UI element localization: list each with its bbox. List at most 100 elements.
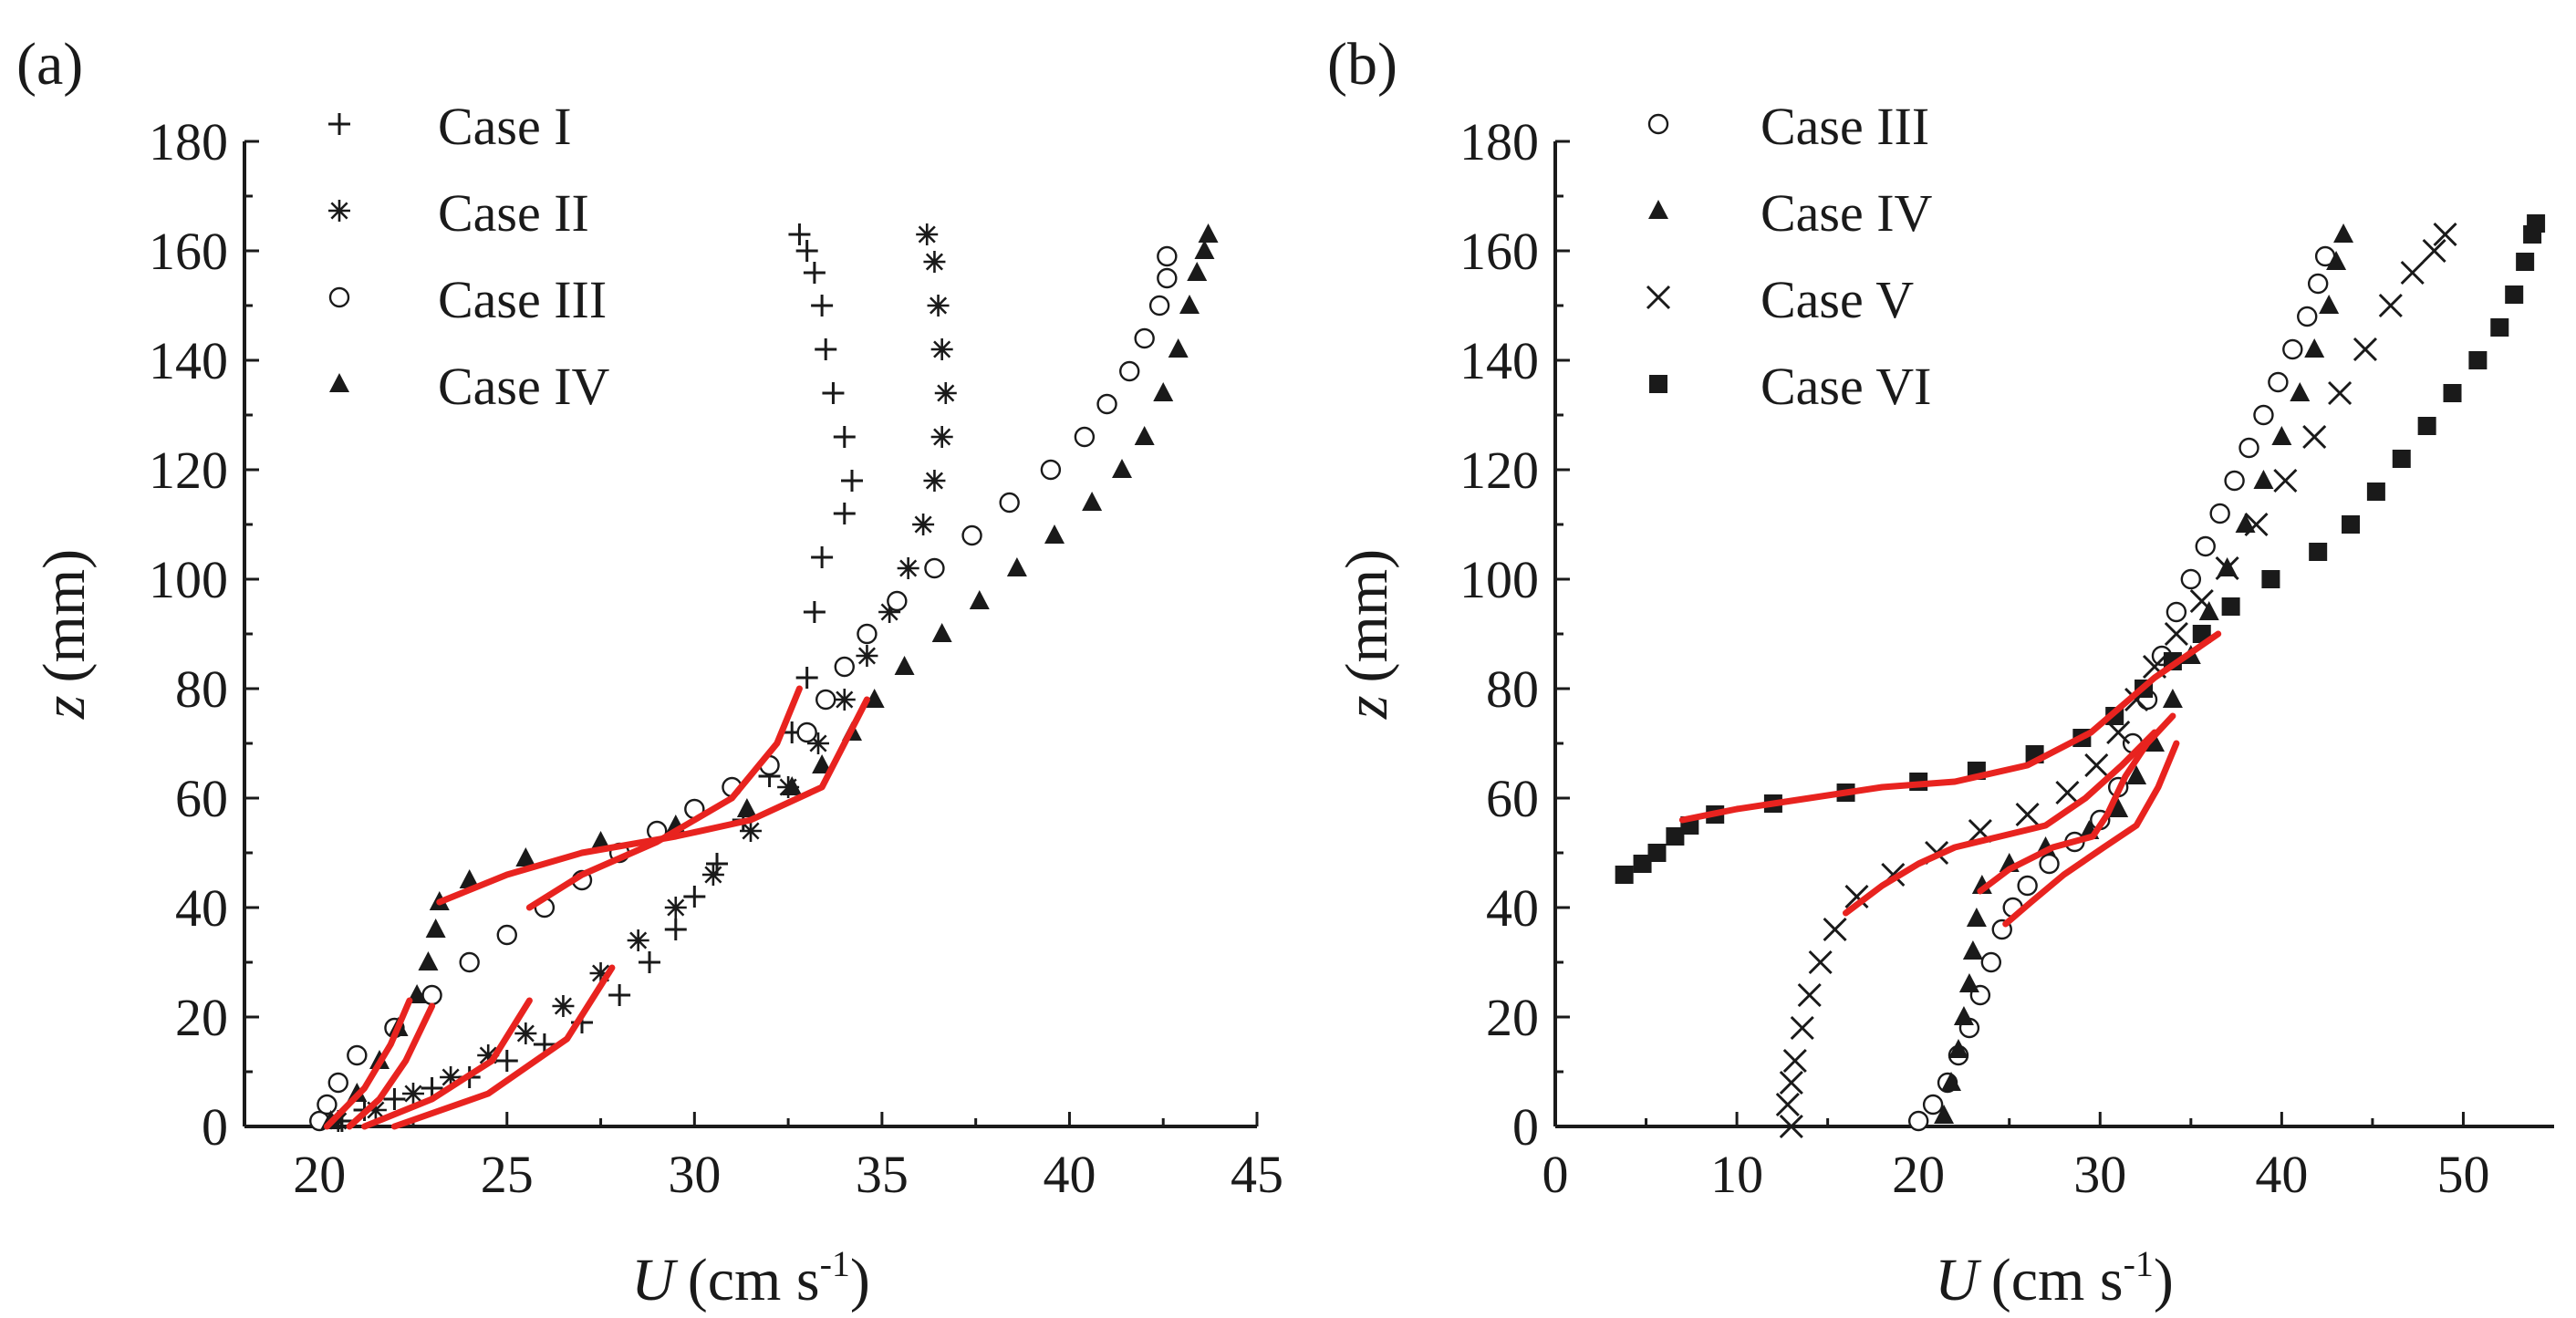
- panel-b: (b) 0 10 20 30 40 50020406080100120140160180 …: [1327, 31, 2554, 1313]
- data-point: [2282, 338, 2303, 360]
- data-point: [2224, 470, 2245, 492]
- data-point: [2253, 470, 2274, 489]
- data-point: [1148, 295, 1170, 317]
- panel-b-fit-lines: [1678, 630, 2222, 928]
- x-tick-label: 35: [856, 1145, 909, 1204]
- data-point: [2392, 450, 2411, 468]
- data-point: [811, 546, 834, 568]
- data-point: [1844, 884, 1869, 909]
- legend-item: Case I: [328, 97, 572, 156]
- y-tick-label: 140: [1459, 331, 1539, 390]
- panel-a: (a) 20 25 30 35 40 45 0 20 40 60 80 100 120 140 160 180…: [16, 31, 1283, 1313]
- data-point: [2261, 570, 2280, 588]
- data-point: [2271, 426, 2292, 445]
- data-point: [1194, 240, 1215, 259]
- data-point: [2328, 380, 2353, 406]
- data-point: [1797, 982, 1822, 1008]
- legend-item: Case IV: [1648, 183, 1933, 243]
- data-point: [590, 831, 611, 850]
- data-point: [1823, 917, 1847, 942]
- legend-label: Case VI: [1761, 357, 1931, 416]
- data-point: [2527, 214, 2546, 233]
- y-tick-label: 20: [175, 988, 228, 1047]
- fit-line: [1843, 729, 2158, 917]
- panel-b-ticks: 0 10 20 30 40 50 0 20 40 60 80 100 120 140 160 180: [1459, 112, 2489, 1204]
- y-tick-label: 100: [149, 550, 228, 609]
- data-point: [2164, 621, 2188, 647]
- data-point: [425, 918, 446, 938]
- data-point: [912, 514, 935, 535]
- data-point: [2221, 597, 2240, 616]
- data-point: [931, 623, 952, 642]
- data-point: [552, 995, 575, 1017]
- data-point: [2319, 295, 2340, 314]
- data-point: [515, 847, 536, 867]
- data-point: [923, 251, 946, 273]
- data-point: [924, 557, 945, 579]
- panel-a-legend: Case I Case II Case III Case IV: [328, 97, 610, 416]
- data-point: [1953, 1006, 1974, 1025]
- data-point: [496, 924, 517, 946]
- data-point: [477, 1044, 500, 1066]
- data-point: [740, 820, 762, 842]
- data-point: [897, 557, 919, 579]
- data-point: [327, 1110, 349, 1132]
- data-point: [2378, 293, 2403, 318]
- data-point: [1666, 827, 1685, 846]
- data-point: [2468, 351, 2488, 369]
- data-point: [999, 492, 1020, 514]
- data-point: [2307, 273, 2329, 295]
- data-point: [2326, 251, 2347, 270]
- legend-item: Case III: [1647, 97, 1929, 156]
- data-point: [795, 667, 818, 689]
- data-point: [2015, 802, 2040, 827]
- fit-line: [525, 685, 803, 911]
- legend-item: Case III: [328, 270, 607, 329]
- data-point: [2195, 535, 2216, 557]
- data-point: [1808, 950, 1833, 975]
- fit-line: [361, 997, 533, 1130]
- data-point: [1006, 557, 1027, 576]
- y-tick-label: 80: [175, 659, 228, 719]
- series-case-i: [330, 223, 863, 1132]
- data-point: [815, 338, 837, 360]
- data-point: [1044, 524, 1065, 544]
- data-point: [1922, 1094, 1944, 1116]
- data-point: [1074, 426, 1096, 448]
- legend-label: Case IV: [438, 357, 610, 416]
- data-point: [317, 1094, 338, 1116]
- legend-item: Case IV: [329, 357, 610, 416]
- fit-line: [323, 997, 413, 1130]
- data-point: [822, 382, 845, 404]
- data-point: [2516, 253, 2535, 271]
- data-point: [2108, 798, 2129, 817]
- data-point: [1948, 1039, 1968, 1058]
- data-point: [812, 754, 833, 773]
- data-point: [1040, 459, 1062, 481]
- data-point: [1096, 393, 1117, 415]
- data-point: [639, 951, 660, 973]
- data-point: [2235, 514, 2256, 533]
- legend-marker: [1649, 375, 1667, 393]
- x-tick-label: 40: [1043, 1145, 1096, 1204]
- data-point: [2353, 337, 2378, 362]
- data-point: [894, 656, 915, 675]
- legend-item: Case VI: [1649, 357, 1931, 416]
- legend-marker: [328, 200, 350, 222]
- y-tick-label: 40: [1486, 878, 1539, 938]
- data-point: [2400, 260, 2425, 285]
- data-point: [916, 223, 939, 245]
- data-point: [1134, 327, 1155, 349]
- data-point: [2039, 853, 2060, 875]
- data-point: [857, 623, 878, 645]
- x-tick-label: 40: [2255, 1145, 2308, 1204]
- data-point: [1198, 223, 1219, 243]
- data-point: [807, 732, 829, 754]
- data-point: [1134, 426, 1155, 445]
- x-tick-label: 50: [2436, 1145, 2489, 1204]
- data-point: [2162, 689, 2183, 708]
- panel-a-x-title: U (cm s-1): [631, 1243, 870, 1313]
- data-point: [2145, 732, 2165, 752]
- x-tick-label: 10: [1710, 1145, 1763, 1204]
- data-point: [815, 689, 836, 711]
